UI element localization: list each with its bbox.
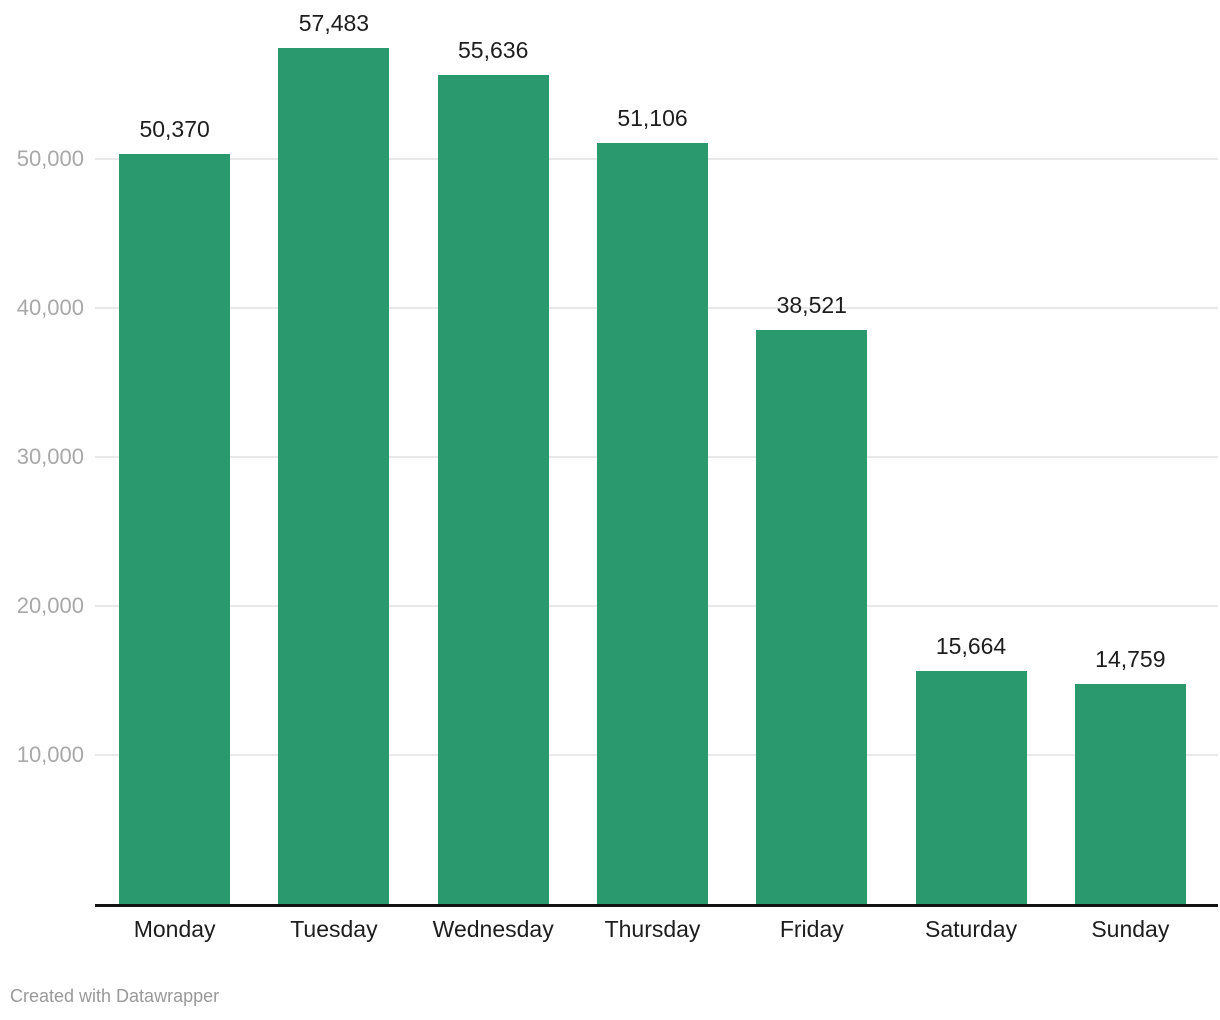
x-axis-label-tuesday: Tuesday bbox=[290, 916, 378, 942]
value-label-sunday: 14,759 bbox=[1095, 646, 1166, 673]
y-tick-label: 40,000 bbox=[16, 295, 84, 321]
value-label-monday: 50,370 bbox=[139, 115, 210, 142]
y-tick-label: 20,000 bbox=[16, 593, 84, 619]
y-tick-label: 10,000 bbox=[16, 742, 84, 768]
bar-thursday bbox=[597, 142, 708, 904]
x-axis-label-thursday: Thursday bbox=[604, 916, 701, 942]
value-label-thursday: 51,106 bbox=[617, 104, 688, 131]
x-axis-label-sunday: Sunday bbox=[1091, 916, 1170, 942]
x-axis-label-saturday: Saturday bbox=[925, 916, 1018, 942]
value-label-saturday: 15,664 bbox=[935, 632, 1007, 659]
x-axis-line bbox=[95, 904, 1218, 907]
bar-saturday bbox=[915, 670, 1027, 904]
value-label-friday: 38,521 bbox=[776, 292, 847, 319]
bar-wednesday bbox=[437, 75, 549, 904]
value-label-wednesday: 55,636 bbox=[458, 37, 529, 64]
value-label-tuesday: 57,483 bbox=[298, 9, 370, 36]
bar-sunday bbox=[1074, 684, 1186, 904]
bar-friday bbox=[756, 330, 868, 904]
y-tick-label: 30,000 bbox=[16, 444, 84, 470]
x-axis-label-wednesday: Wednesday bbox=[432, 916, 554, 942]
y-tick-label: 50,000 bbox=[16, 146, 84, 172]
bar-monday bbox=[119, 153, 231, 904]
bar-tuesday bbox=[278, 47, 390, 904]
x-axis-label-monday: Monday bbox=[133, 916, 216, 942]
datawrapper-credit-link[interactable]: Created with Datawrapper bbox=[10, 986, 220, 1006]
x-axis-label-friday: Friday bbox=[779, 916, 844, 942]
